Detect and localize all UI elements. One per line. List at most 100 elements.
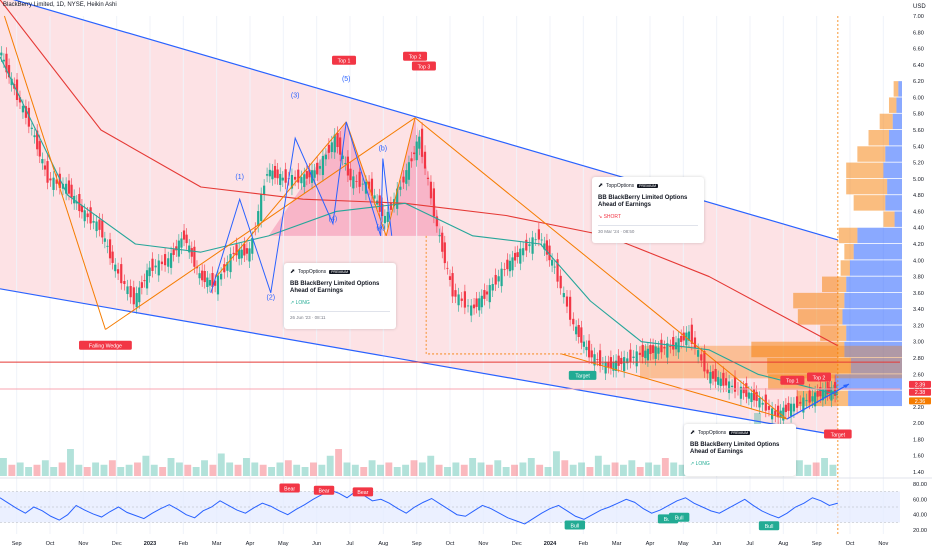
price-candle	[154, 265, 157, 268]
rsi-divergence-label-box	[758, 521, 780, 531]
price-label-text: 2.38	[915, 390, 926, 396]
price-candle	[478, 298, 481, 311]
price-candle	[787, 402, 790, 411]
price-candle	[480, 295, 483, 308]
price-candle	[550, 259, 554, 266]
volume-bar	[335, 449, 343, 476]
price-label-box	[909, 388, 931, 396]
rsi-divergence-label: Bear	[284, 486, 295, 492]
price-candle	[814, 392, 817, 407]
price-candle	[577, 325, 580, 337]
date-tick-label: Mar	[212, 541, 222, 547]
price-candle	[580, 327, 583, 343]
date-tick-label: Oct	[46, 541, 55, 547]
price-candle	[24, 106, 27, 118]
chart-annotation-box	[332, 55, 357, 65]
volume-bar	[678, 464, 686, 476]
price-candle	[46, 161, 49, 183]
volume-profile-up-bar	[888, 130, 902, 146]
chart-annotation: Top 1	[338, 59, 351, 65]
price-candle	[553, 266, 556, 268]
price-candle	[293, 176, 297, 180]
idea-title[interactable]: BB BlackBerry Limited Options Ahead of E…	[598, 195, 688, 208]
date-tick-label: Dec	[112, 541, 122, 547]
date-tick-label: Sep	[812, 541, 822, 547]
price-candle	[370, 178, 374, 196]
chart-annotation-box	[780, 375, 805, 385]
price-candle	[485, 291, 489, 295]
price-candle	[475, 298, 478, 307]
price-candle	[669, 346, 672, 347]
price-candle	[483, 290, 486, 299]
volume-bar	[795, 460, 803, 476]
axes: 7.00 6.80 6.60 6.40 6.20 6.00 5.80 5.60 5.40 5.20…	[12, 14, 931, 547]
price-candle	[123, 281, 126, 285]
idea-title[interactable]: BB BlackBerry Limited Options Ahead of E…	[290, 281, 380, 294]
idea-title[interactable]: BB BlackBerry Limited Options Ahead of E…	[690, 442, 780, 455]
price-candle	[525, 239, 528, 251]
idea-direction: ↗ LONG	[290, 300, 396, 306]
price-candle	[214, 280, 217, 286]
volume-bar	[628, 460, 636, 476]
volume-bar	[201, 460, 208, 476]
price-tick-label: 3.00	[913, 340, 924, 346]
price-candle	[145, 270, 149, 289]
price-candle	[305, 171, 308, 179]
idea-card-1[interactable]: ⬈ ToppOptions PREMIUM BB BlackBerry Limite…	[284, 263, 396, 329]
volume-profile-down-bar	[879, 113, 893, 130]
volume-profile-down-bar	[893, 81, 899, 97]
volume-bar	[569, 464, 577, 476]
chart-annotation-box	[568, 370, 597, 380]
price-candle	[318, 166, 322, 169]
price-candle	[497, 276, 500, 282]
price-candle	[824, 388, 827, 398]
volume-bar	[310, 462, 317, 476]
price-candle	[251, 237, 254, 254]
volume-bar	[25, 467, 33, 476]
price-candle	[795, 396, 799, 408]
idea-card-3[interactable]: ⬈ ToppOptions PREMIUM BB BlackBerry Limite…	[684, 424, 796, 476]
price-candle	[327, 144, 330, 153]
price-candle	[654, 346, 657, 359]
price-candle	[381, 204, 384, 217]
date-tick-label: Feb	[179, 541, 189, 547]
volume-bar	[16, 462, 24, 476]
price-candle	[413, 152, 416, 155]
price-tick-label: 4.80	[913, 193, 924, 199]
price-candle	[143, 280, 146, 282]
price-candle	[472, 304, 476, 309]
price-candle	[116, 269, 120, 274]
price-candle	[680, 335, 683, 342]
rsi-divergence-label-box	[352, 487, 374, 497]
idea-card-2[interactable]: ⬈ ToppOptions PREMIUM BB BlackBerry Limite…	[592, 177, 704, 243]
price-candle	[378, 195, 381, 212]
volume-bar	[670, 462, 678, 476]
volume-bar	[402, 464, 410, 476]
price-candle	[129, 286, 132, 298]
price-tick-label: 5.20	[913, 161, 924, 167]
chart-annotation: (2)	[266, 294, 275, 301]
price-candle	[617, 355, 620, 366]
volume-profile-up-bar	[835, 374, 902, 390]
price-candle	[821, 389, 824, 401]
volume-bar	[100, 464, 108, 476]
volume-bar	[594, 455, 602, 476]
price-candle	[198, 273, 201, 279]
price-candle	[548, 245, 551, 261]
price-candle	[83, 210, 86, 222]
pattern-trendline	[414, 117, 788, 420]
price-candle	[27, 107, 30, 127]
volume-profile-down-bar	[822, 276, 847, 293]
rsi-divergence-label: Bull	[664, 517, 673, 523]
date-tick-label: Aug	[778, 541, 788, 547]
rsi-divergence-label-box	[668, 512, 690, 522]
price-candle	[519, 248, 522, 264]
volume-profile-up-bar	[894, 211, 902, 227]
date-tick-label: Oct	[446, 541, 455, 547]
price-candle	[361, 183, 364, 185]
price-candle	[30, 127, 33, 129]
volume-bar	[469, 458, 477, 476]
date-tick-label: May	[278, 541, 289, 547]
volume-bar	[175, 462, 183, 476]
volume-bar	[41, 460, 49, 476]
